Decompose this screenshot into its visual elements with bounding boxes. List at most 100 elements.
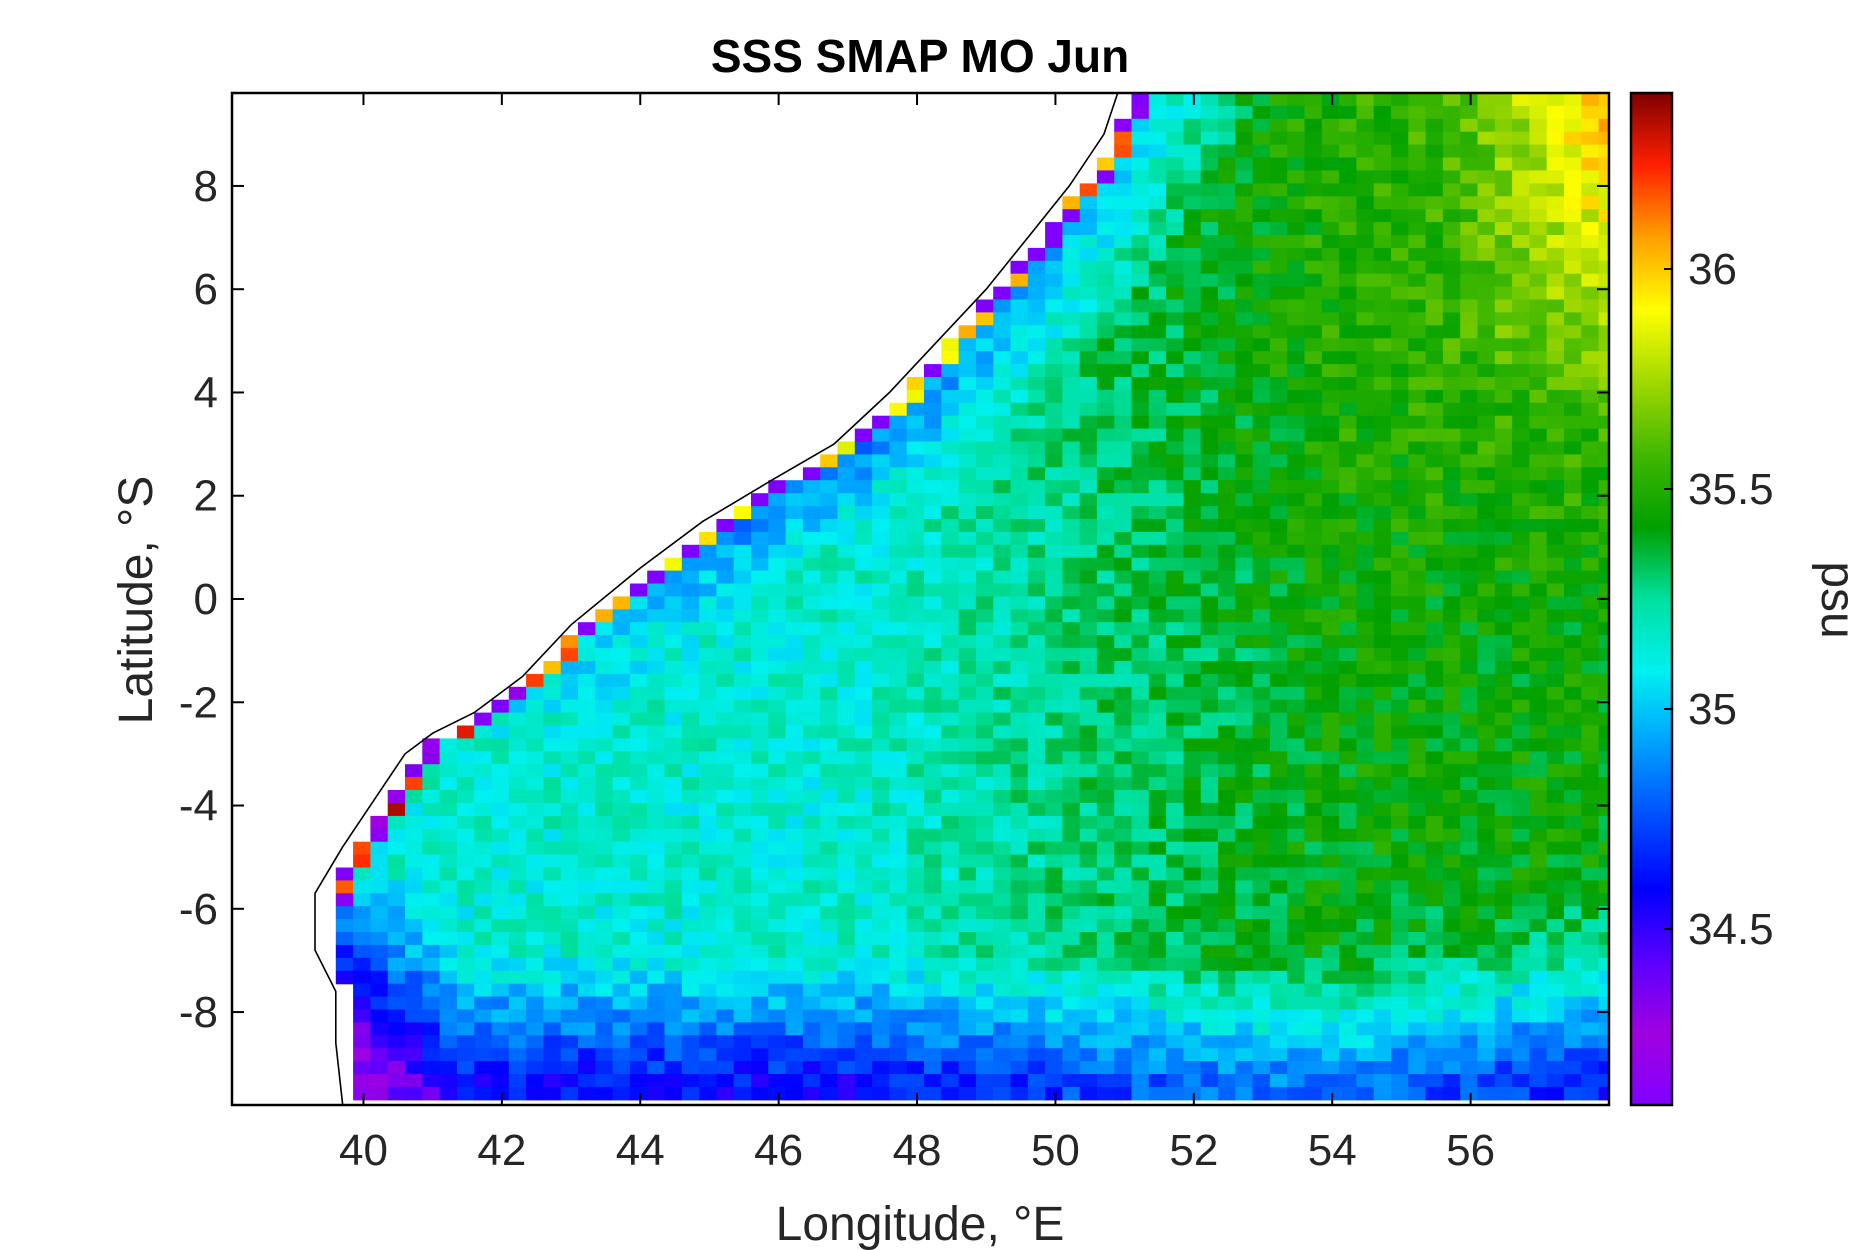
heatmap-cell — [508, 1035, 527, 1049]
heatmap-cell — [1010, 686, 1029, 701]
heatmap-cell — [1304, 570, 1323, 585]
heatmap-cell — [1252, 570, 1271, 585]
heatmap-cell — [1391, 596, 1409, 610]
heatmap-cell — [1287, 751, 1306, 765]
heatmap-cell — [1339, 854, 1357, 869]
heatmap-cell — [733, 906, 752, 920]
heatmap-cell — [612, 635, 631, 649]
heatmap-cell — [1079, 209, 1098, 223]
heatmap-cell — [439, 867, 458, 881]
heatmap-cell — [1045, 428, 1063, 443]
heatmap-cell — [1114, 764, 1133, 778]
heatmap-cell — [1339, 802, 1357, 817]
heatmap-cell — [1442, 1009, 1461, 1023]
heatmap-cell — [1529, 299, 1548, 313]
heatmap-cell — [1529, 648, 1548, 662]
heatmap-cell — [820, 673, 839, 688]
heatmap-cell — [612, 777, 631, 791]
heatmap-cell — [1269, 919, 1288, 933]
heatmap-cell — [1356, 389, 1375, 404]
heatmap-cell — [993, 506, 1012, 520]
heatmap-cell — [439, 893, 458, 907]
heatmap-cell — [1269, 802, 1288, 817]
heatmap-cell — [1027, 906, 1046, 920]
heatmap-cell — [474, 1048, 493, 1062]
heatmap-cell — [1442, 635, 1461, 649]
heatmap-cell — [1442, 661, 1461, 675]
heatmap-cell — [1564, 867, 1582, 881]
heatmap-cell — [1442, 570, 1461, 585]
heatmap-cell — [1096, 699, 1115, 714]
heatmap-cell — [1235, 131, 1254, 146]
heatmap-cell — [1477, 312, 1496, 326]
heatmap-cell — [975, 906, 994, 920]
heatmap-cell — [1460, 635, 1479, 649]
heatmap-cell — [560, 712, 579, 727]
heatmap-cell — [1477, 790, 1496, 804]
heatmap-cell — [1477, 506, 1496, 520]
heatmap-cell — [474, 1086, 493, 1101]
heatmap-cell — [1252, 286, 1271, 301]
heatmap-cell — [1183, 377, 1202, 391]
heatmap-cell — [1235, 351, 1254, 365]
heatmap-cell — [1287, 170, 1306, 184]
heatmap-cell — [1027, 738, 1046, 752]
heatmap-cell — [872, 957, 890, 972]
heatmap-cell — [612, 622, 631, 636]
heatmap-cell — [1304, 867, 1323, 881]
heatmap-cell — [1200, 105, 1219, 120]
heatmap-cell — [1512, 673, 1530, 688]
heatmap-cell — [370, 932, 389, 946]
heatmap-cell — [1045, 415, 1063, 430]
heatmap-cell — [1512, 519, 1530, 533]
heatmap-cell — [647, 1048, 666, 1062]
heatmap-cell — [768, 1061, 787, 1075]
heatmap-cell — [1425, 519, 1444, 533]
heatmap-cell — [1391, 544, 1409, 559]
heatmap-cell — [1252, 828, 1271, 843]
heatmap-cell — [1564, 1048, 1582, 1062]
heatmap-cell — [681, 1074, 700, 1088]
heatmap-cell — [941, 428, 960, 443]
heatmap-cell — [1079, 648, 1098, 662]
heatmap-cell — [508, 725, 527, 739]
heatmap-cell — [785, 519, 804, 533]
heatmap-cell — [1564, 661, 1582, 675]
heatmap-cell — [785, 493, 804, 507]
heatmap-cell — [508, 764, 527, 778]
heatmap-cell — [508, 932, 527, 946]
heatmap-cell — [1062, 519, 1081, 533]
heatmap-cell — [802, 648, 821, 662]
heatmap-cell — [1304, 506, 1323, 520]
heatmap-cell — [1477, 970, 1496, 985]
heatmap-cell — [1166, 1086, 1184, 1101]
heatmap-cell — [1442, 222, 1461, 236]
heatmap-cell — [1460, 777, 1479, 791]
heatmap-cell — [975, 738, 994, 752]
heatmap-cell — [1425, 1035, 1444, 1049]
heatmap-cell — [1425, 828, 1444, 843]
heatmap-cell — [1148, 867, 1167, 881]
heatmap-cell — [1166, 118, 1184, 133]
heatmap-cell — [716, 712, 735, 727]
heatmap-cell — [975, 712, 994, 727]
heatmap-cell — [975, 1061, 994, 1075]
heatmap-cell — [1114, 170, 1133, 184]
heatmap-cell — [1408, 428, 1427, 443]
heatmap-cell — [1062, 725, 1081, 739]
heatmap-cell — [1287, 93, 1306, 107]
heatmap-cell — [612, 906, 631, 920]
heatmap-cell — [1183, 828, 1202, 843]
heatmap-cell — [889, 673, 908, 688]
heatmap-cell — [1321, 454, 1340, 468]
heatmap-cell — [1148, 338, 1167, 352]
heatmap-cell — [1252, 222, 1271, 236]
heatmap-cell — [1425, 970, 1444, 985]
heatmap-cell — [1391, 273, 1409, 288]
heatmap-cell — [387, 1061, 406, 1075]
heatmap-cell — [1512, 944, 1530, 959]
heatmap-cell — [1062, 570, 1081, 585]
heatmap-cell — [1391, 286, 1409, 301]
heatmap-cell — [1598, 454, 1609, 468]
heatmap-cell — [1581, 480, 1600, 494]
